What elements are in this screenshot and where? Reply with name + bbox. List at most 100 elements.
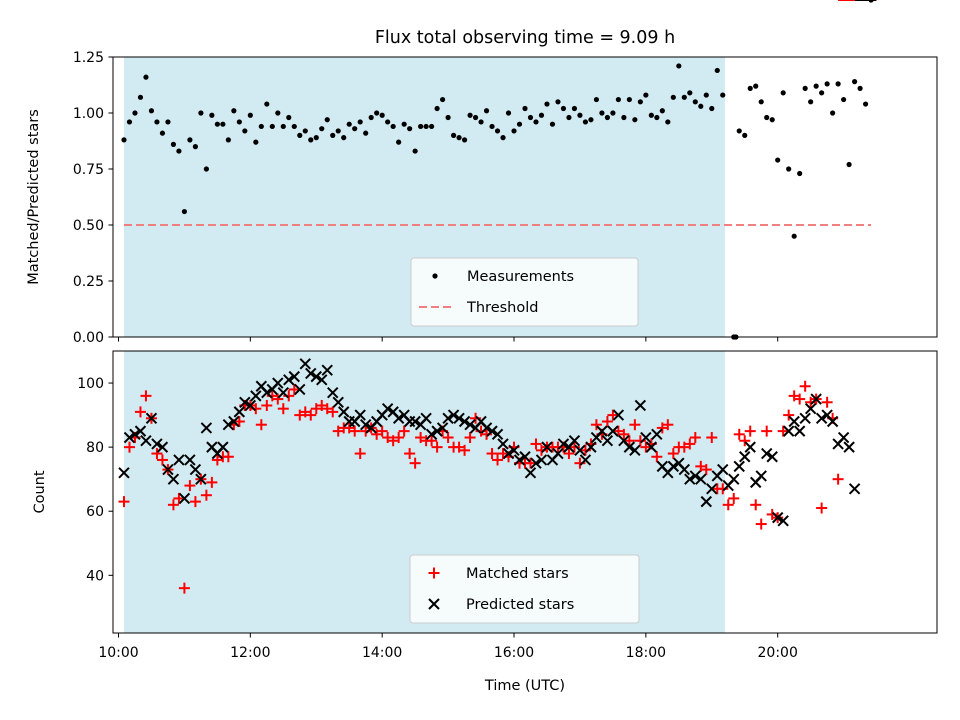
matched-star-point bbox=[728, 492, 740, 504]
measurement-point bbox=[308, 137, 314, 143]
predicted-star-point bbox=[140, 435, 152, 447]
measurement-point bbox=[335, 128, 341, 134]
predicted-star-point bbox=[195, 473, 207, 485]
measurement-point bbox=[352, 126, 358, 132]
legend-frame bbox=[409, 554, 640, 624]
predicted-star-point bbox=[700, 495, 712, 508]
measurement-point bbox=[544, 101, 550, 107]
measurement-point bbox=[813, 83, 819, 89]
predicted-star-point bbox=[299, 358, 311, 370]
measurement-point bbox=[429, 123, 435, 130]
predicted-star-point bbox=[810, 393, 822, 405]
predicted-star-point bbox=[793, 425, 806, 437]
measurement-point bbox=[324, 117, 330, 123]
count-panel: 40 60 80 100 10:00 12:00 14:00 16:00 18:00 20:00… bbox=[32, 0, 938, 661]
measurement-point bbox=[269, 123, 275, 130]
matched-star-point bbox=[486, 448, 498, 460]
predicted-star-point bbox=[222, 418, 235, 431]
predicted-star-point bbox=[239, 396, 251, 408]
matched-star-point bbox=[140, 390, 152, 402]
matched-star-point bbox=[794, 393, 806, 405]
matched-star-point bbox=[777, 425, 789, 437]
predicted-star-point bbox=[491, 428, 504, 441]
measurement-point bbox=[291, 123, 297, 130]
legend-frame bbox=[410, 257, 639, 327]
predicted-star-point bbox=[629, 444, 641, 457]
measurement-point bbox=[209, 112, 215, 118]
predicted-star-point bbox=[574, 444, 586, 457]
matched-star-point bbox=[277, 403, 289, 415]
predicted-star-point bbox=[381, 402, 394, 415]
predicted-star-point bbox=[689, 470, 702, 482]
measurement-point bbox=[703, 92, 709, 98]
measurement-point bbox=[198, 110, 204, 116]
predicted-star-point bbox=[332, 396, 344, 408]
matched-star-point bbox=[563, 448, 575, 460]
matched-star-point bbox=[629, 419, 641, 431]
measurement-point bbox=[626, 96, 632, 103]
predicted-star-point bbox=[392, 412, 405, 425]
matched-star-point bbox=[799, 380, 811, 392]
matched-star-point bbox=[156, 454, 168, 466]
measurement-point bbox=[192, 144, 198, 150]
predicted-star-point bbox=[310, 370, 322, 383]
measurement-point bbox=[681, 94, 687, 100]
predicted-star-point bbox=[651, 428, 663, 441]
matched-star-point bbox=[530, 438, 542, 450]
matched-star-point bbox=[464, 432, 476, 444]
predicted-star-point bbox=[848, 483, 861, 495]
matched-star-point bbox=[722, 499, 734, 511]
measurement-point bbox=[385, 119, 391, 125]
matched-star-point bbox=[459, 444, 471, 456]
measurement-point bbox=[599, 110, 605, 116]
measurement-point bbox=[780, 90, 786, 96]
predicted-star-point bbox=[359, 418, 372, 431]
measurement-point bbox=[346, 121, 352, 127]
matched-star-point bbox=[442, 432, 454, 444]
predicted-star-point bbox=[744, 441, 756, 453]
predicted-star-point bbox=[596, 425, 608, 437]
predicted-star-point bbox=[541, 441, 553, 453]
legend-label: Threshold bbox=[466, 300, 538, 316]
count-points bbox=[118, 0, 877, 594]
measurement-point bbox=[791, 233, 797, 239]
matched-star-point bbox=[123, 441, 135, 453]
measurement-point bbox=[440, 96, 446, 103]
y-tick-label: 1.00 bbox=[73, 106, 104, 122]
measurement-point bbox=[461, 137, 468, 143]
legend-plus-handle bbox=[428, 567, 440, 579]
matched-star-point bbox=[750, 499, 762, 511]
matched-star-point bbox=[689, 432, 701, 444]
measurement-point bbox=[714, 67, 720, 74]
predicted-star-point bbox=[327, 386, 339, 399]
measurement-point bbox=[604, 114, 611, 121]
predicted-star-point bbox=[684, 473, 696, 485]
measurement-point bbox=[203, 166, 209, 172]
measurement-point bbox=[753, 83, 759, 89]
ratio-legend: Measurements Threshold bbox=[410, 257, 639, 327]
matched-star-point bbox=[431, 441, 443, 453]
legend-label: Matched stars bbox=[466, 566, 569, 582]
predicted-star-point bbox=[261, 386, 273, 399]
predicted-star-point bbox=[497, 438, 509, 450]
legend-label: Measurements bbox=[467, 269, 574, 285]
measurement-point bbox=[747, 85, 753, 91]
x-tick-label: 12:00 bbox=[230, 645, 270, 661]
predicted-star-point bbox=[316, 374, 328, 386]
predicted-star-point bbox=[233, 406, 246, 418]
x-axis-label: Time (UTC) bbox=[484, 678, 565, 694]
measurement-point bbox=[121, 137, 127, 143]
measurement-point bbox=[253, 139, 259, 145]
matched-star-point bbox=[426, 435, 438, 447]
matched-star-point bbox=[524, 457, 536, 469]
measurement-point bbox=[187, 137, 193, 143]
measurement-point bbox=[511, 128, 517, 134]
predicted-star-point bbox=[420, 412, 432, 425]
predicted-star-point bbox=[129, 428, 141, 441]
matched-star-point bbox=[376, 425, 388, 437]
measurement-point bbox=[582, 119, 589, 125]
predicted-star-point bbox=[585, 441, 597, 453]
predicted-star-point bbox=[453, 412, 465, 425]
predicted-star-point bbox=[338, 406, 350, 418]
measurement-point bbox=[467, 112, 473, 118]
